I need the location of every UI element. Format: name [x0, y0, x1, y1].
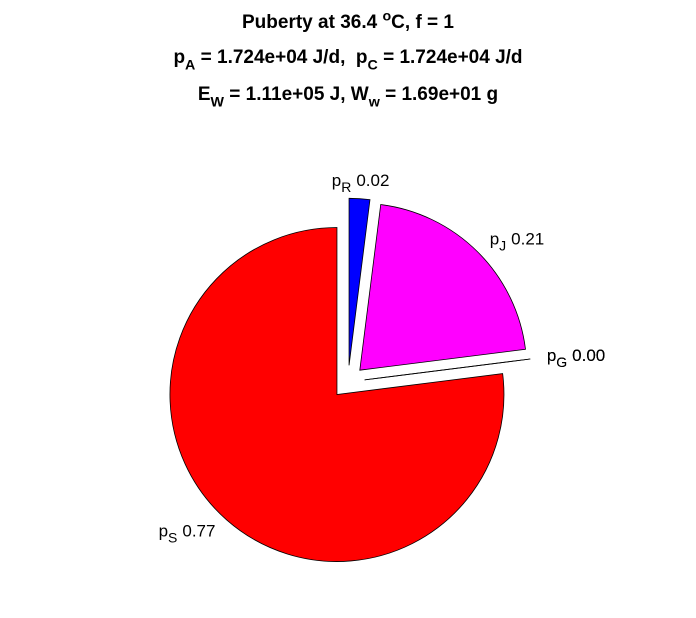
title-text: = 1.11e+05 J, W [224, 84, 369, 105]
chart-title: Puberty at 36.4 oC, f = 1 [242, 8, 454, 33]
subscript: w [368, 95, 381, 111]
title-text: = 1.69e+01 g [380, 84, 498, 105]
title-text: p [173, 47, 185, 68]
superscript: o [382, 8, 391, 24]
pie-slice [359, 204, 526, 371]
label-subscript: S [168, 529, 177, 545]
slice-label: pG 0.00 [547, 346, 605, 369]
label-name: p [159, 522, 168, 541]
label-value: 0.00 [572, 346, 605, 365]
pie-slice [348, 197, 371, 366]
subscript: A [185, 58, 195, 74]
label-value: 0.02 [356, 171, 389, 190]
slice-label: pJ 0.21 [490, 230, 545, 253]
label-value: 0.00 [572, 346, 605, 365]
title-text: = 1.724e+04 J/d [378, 47, 523, 68]
slice-label: pS 0.77 [159, 522, 216, 545]
title-text: E [198, 84, 211, 105]
label-name: p [547, 346, 556, 365]
slice-label: pR 0.02 [332, 171, 390, 194]
subscript: W [211, 95, 225, 111]
label-subscript: R [341, 179, 351, 195]
label-value: 0.21 [511, 230, 544, 249]
title-text: C, f = 1 [391, 12, 454, 33]
slice-label: pG 0.00 [547, 346, 605, 369]
label-value: 0.77 [182, 522, 215, 541]
title-text: Puberty at 36.4 [242, 12, 382, 33]
label-subscript: G [556, 354, 567, 370]
subscript: C [368, 58, 378, 74]
pie-slice [364, 358, 531, 381]
title-text: = 1.724e+04 J/d, p [195, 47, 367, 68]
label-subscript: J [499, 237, 506, 253]
label-subscript: G [556, 354, 567, 370]
chart-title: EW = 1.11e+05 J, Ww = 1.69e+01 g [198, 84, 498, 111]
label-name: p [547, 346, 556, 365]
label-name: p [490, 230, 499, 249]
label-name: p [332, 171, 341, 190]
pie-slice [169, 227, 505, 562]
chart-title: pA = 1.724e+04 J/d, pC = 1.724e+04 J/d [173, 47, 522, 74]
